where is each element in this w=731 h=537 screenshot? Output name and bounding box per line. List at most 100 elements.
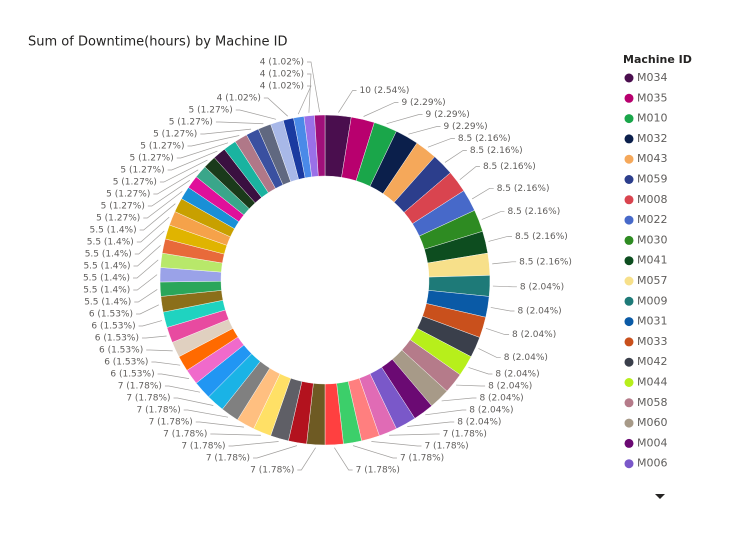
leader-line [195,421,244,428]
legend-label: M044 [637,376,668,389]
data-label: 7 (1.78%) [206,454,250,464]
data-label: 8 (2.04%) [457,418,501,428]
leader-line [159,159,208,183]
legend-swatch [624,215,634,225]
leader-line [143,191,183,219]
leader-line [146,349,173,352]
data-label: 6 (1.53%) [89,310,133,320]
leader-line [441,397,477,402]
leader-line [334,447,353,471]
legend-swatch [624,195,634,205]
leader-line [147,179,190,207]
data-label: 9 (2.29%) [401,98,445,108]
legend-swatch [624,357,634,367]
leader-line [478,348,501,358]
legend-label: M006 [637,457,668,470]
data-label: 7 (1.78%) [400,454,444,464]
data-label: 5.5 (1.4%) [83,262,130,272]
data-label: 8 (2.04%) [495,370,539,380]
legend-label: M009 [637,294,668,307]
data-label: 8.5 (2.16%) [483,162,536,172]
data-label: 4 (1.02%) [260,70,304,80]
data-label: 7 (1.78%) [181,442,225,452]
data-label: 5 (1.27%) [189,106,233,116]
data-label: 7 (1.78%) [118,382,162,392]
data-label: 8.5 (2.16%) [458,134,511,144]
data-label: 8 (2.04%) [520,282,564,292]
legend-label: M008 [637,193,668,206]
legend-label: M004 [637,436,668,449]
data-label: 8 (2.04%) [517,306,561,316]
data-label: 5.5 (1.4%) [87,238,134,248]
leader-line [492,285,517,288]
legend-label: M041 [637,254,668,267]
data-label: 8 (2.04%) [512,330,556,340]
data-label: 5 (1.27%) [153,130,197,140]
data-label: 8.5 (2.16%) [519,257,572,267]
legend-label: M034 [637,71,668,84]
legend-swatch [624,154,634,164]
legend-swatch [624,73,634,83]
legend-swatch [624,276,634,286]
legend-label: M057 [637,274,668,287]
data-label: 5 (1.27%) [101,202,145,212]
data-label: 7 (1.78%) [250,466,294,476]
leader-line [215,121,264,125]
leader-line [488,235,512,242]
legend-swatch [624,296,634,306]
leader-line [408,126,441,135]
leader-line [386,114,423,125]
data-label: 5 (1.27%) [113,178,157,188]
data-label: 7 (1.78%) [356,466,400,476]
leader-line [352,445,397,459]
leader-line [425,409,467,416]
leader-line [151,361,181,366]
data-label: 8.5 (2.16%) [515,232,568,242]
legend-title: Machine ID [623,53,692,66]
data-label: 10 (2.54%) [360,86,410,96]
data-label: 9 (2.29%) [443,122,487,132]
data-label: 6 (1.53%) [91,322,135,332]
leader-line [187,135,240,147]
leader-line [297,447,316,471]
leader-line [153,169,199,195]
leader-line [427,138,455,148]
leader-line [297,85,312,115]
legend-label: M042 [637,355,668,368]
legend-swatch [624,459,634,469]
legend-scroll-arrow[interactable] [655,494,665,499]
legend-label: M043 [637,152,668,165]
legend-swatch [624,378,634,387]
data-label: 5 (1.27%) [140,142,184,152]
leader-line [133,245,161,267]
leader-line [263,97,288,117]
legend-swatch [624,398,634,408]
data-label: 5.5 (1.4%) [83,286,130,296]
legend-swatch [624,317,634,327]
legend-swatch [624,114,634,124]
leader-line [136,216,170,243]
leader-line [157,373,190,379]
leader-line [307,61,320,113]
data-label: 5.5 (1.4%) [83,274,130,284]
data-label: 8 (2.04%) [504,353,548,363]
legend-label: M058 [637,396,668,409]
leader-line [363,102,399,117]
legend-label: M060 [637,416,668,429]
leader-line [389,433,440,436]
legend-swatch [624,235,634,245]
leader-line [139,203,176,231]
leader-line [490,307,515,312]
legend-swatch [624,256,634,266]
data-label: 8.5 (2.16%) [507,207,560,217]
leader-line [138,320,163,327]
data-label: 5 (1.27%) [169,118,213,128]
data-label: 5.5 (1.4%) [84,298,131,308]
data-label: 5 (1.27%) [96,214,140,224]
data-label: 8 (2.04%) [469,406,513,416]
leader-line [338,90,357,113]
leader-line [481,211,505,220]
leader-line [492,261,517,265]
chart-title: Sum of Downtime(hours) by Machine ID [28,35,287,50]
